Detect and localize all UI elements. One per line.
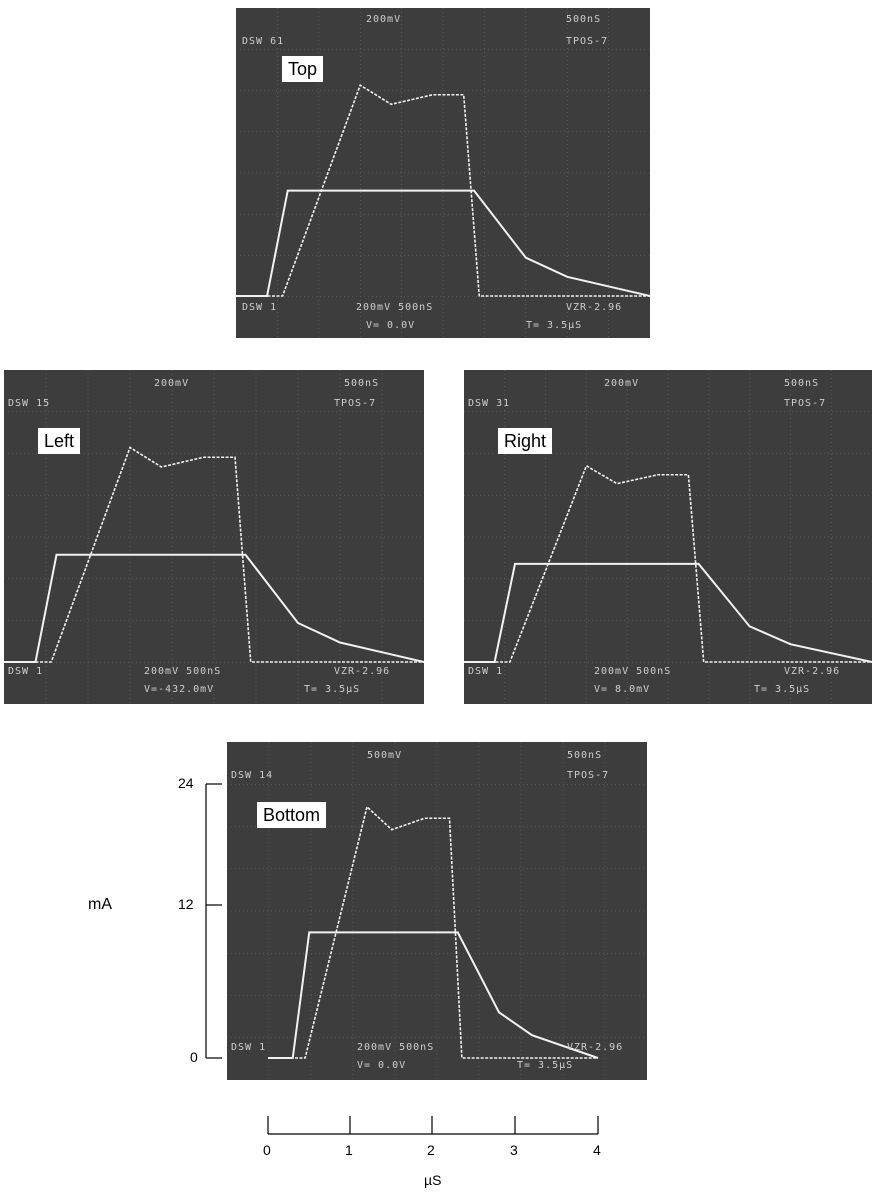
osd-bottom-left: DSW 1 [242, 302, 278, 313]
trace-series-2 [268, 805, 598, 1059]
osd-top-left: DSW 14 [231, 770, 274, 781]
trace-series-2 [464, 464, 872, 663]
osd-bottom-right: VZR-2.96 [566, 302, 623, 313]
osd-top-left: DSW 15 [8, 398, 51, 409]
osd-bottom-left: DSW 1 [468, 666, 504, 677]
osd-bottom-t: T= 3.5µS [754, 684, 811, 695]
osd-bottom-t: T= 3.5µS [526, 320, 583, 331]
scope-svg-left [4, 370, 424, 704]
osd-bottom-mid: 200mV 500nS [357, 1042, 435, 1053]
x-tick-label-3: 3 [510, 1142, 518, 1158]
trace-series-1 [236, 189, 650, 297]
trace-series-1 [268, 931, 599, 1059]
osd-top-right: 500nS [567, 750, 603, 761]
y-tick-label-24: 24 [178, 775, 194, 791]
osd-bottom-right: VZR-2.96 [784, 666, 841, 677]
osd-top-right: 500nS [566, 14, 602, 25]
osd-bottom-v: V=-432.0mV [144, 684, 215, 695]
scope-panel-left: 200mV 500nS DSW 15 TPOS-7 DSW 1 200mV 50… [4, 370, 424, 704]
panel-label-top: Top [282, 56, 324, 82]
osd-bottom-v: V= 8.0mV [594, 684, 651, 695]
osd-top-left: DSW 61 [242, 36, 285, 47]
osd-bottom-left: DSW 1 [231, 1042, 267, 1053]
osd-bottom-v: V= 0.0V [357, 1060, 407, 1071]
panel-label-left: Left [38, 428, 81, 454]
scope-panel-right: 200mV 500nS DSW 31 TPOS-7 DSW 1 200mV 50… [464, 370, 872, 704]
trace-series-1 [464, 562, 872, 663]
osd-top-right: 500nS [784, 378, 820, 389]
osd-bottom-mid: 200mV 500nS [356, 302, 434, 313]
osd-top-center: 200mV [604, 378, 640, 389]
osd-bottom-right: VZR-2.96 [567, 1042, 624, 1053]
panel-label-right: Right [498, 428, 553, 454]
osd-top-right2: TPOS-7 [334, 398, 377, 409]
scope-panel-bottom: 500mV 500nS DSW 14 TPOS-7 DSW 1 200mV 50… [227, 742, 647, 1080]
scope-panel-top: 200mV 500nS DSW 61 TPOS-7 DSW 1 200mV 50… [236, 8, 650, 338]
osd-top-right2: TPOS-7 [567, 770, 610, 781]
x-tick-label-0: 0 [263, 1142, 271, 1158]
panel-label-bottom: Bottom [257, 802, 327, 828]
osd-bottom-right: VZR-2.96 [334, 666, 391, 677]
x-tick-label-2: 2 [427, 1142, 435, 1158]
osd-bottom-v: V= 0.0V [366, 320, 416, 331]
osd-bottom-mid: 200mV 500nS [594, 666, 672, 677]
osd-top-right: 500nS [344, 378, 380, 389]
osd-top-left: DSW 31 [468, 398, 511, 409]
osd-top-center: 500mV [367, 750, 403, 761]
osd-top-right2: TPOS-7 [784, 398, 827, 409]
osd-bottom-left: DSW 1 [8, 666, 44, 677]
osd-top-center: 200mV [366, 14, 402, 25]
scope-svg-right [464, 370, 872, 704]
osd-bottom-t: T= 3.5µS [304, 684, 361, 695]
osd-bottom-t: T= 3.5µS [517, 1060, 574, 1071]
scope-svg-bottom [227, 742, 647, 1080]
osd-top-center: 200mV [154, 378, 190, 389]
x-tick-label-1: 1 [345, 1142, 353, 1158]
trace-series-1 [4, 553, 424, 663]
y-tick-label-12: 12 [178, 896, 194, 912]
osd-bottom-mid: 200mV 500nS [144, 666, 222, 677]
x-axis-label: µS [424, 1172, 442, 1188]
y-tick-label-0: 0 [190, 1049, 198, 1065]
trace-series-2 [4, 446, 424, 663]
y-axis-label: mA [88, 896, 112, 913]
osd-top-right2: TPOS-7 [566, 36, 609, 47]
scope-svg-top [236, 8, 650, 338]
x-tick-label-4: 4 [593, 1142, 601, 1158]
